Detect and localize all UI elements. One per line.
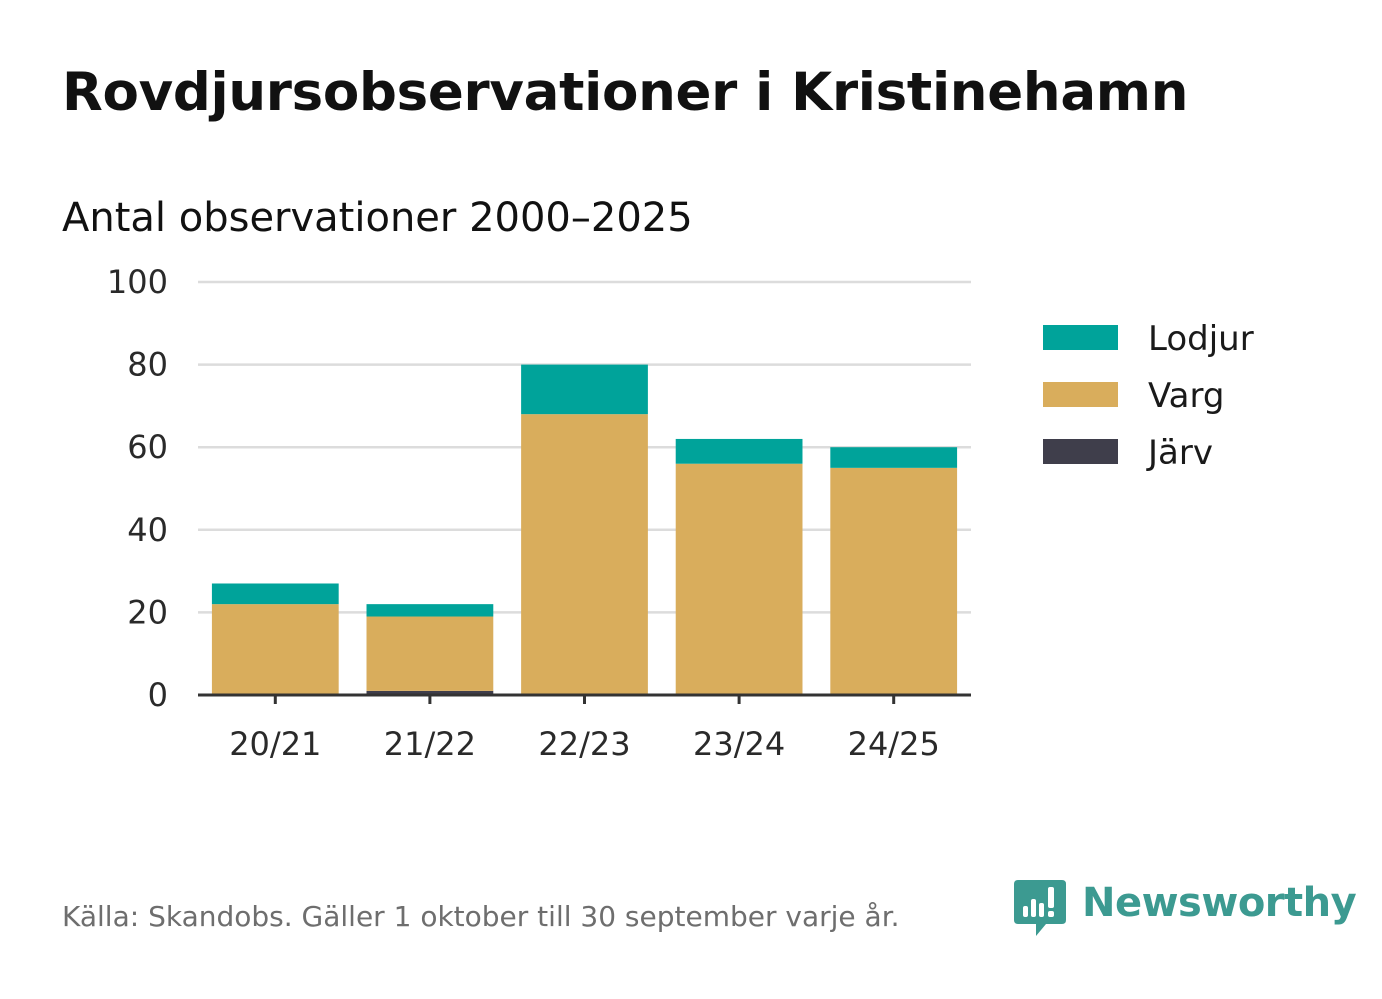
y-tick-label: 40 [127, 511, 168, 549]
bar-lodjur-22-23 [521, 364, 648, 415]
legend: Lodjur Varg Järv [1043, 319, 1254, 473]
legend-label-lodjur: Lodjur [1148, 319, 1254, 359]
legend-swatch-lodjur [1043, 325, 1118, 350]
bar-varg-23-24 [675, 463, 803, 695]
newsworthy-logo-icon [1014, 880, 1066, 936]
stacked-bar-chart: 0 20 40 60 80 100 20/21 21/22 22/23 23/24 24/25 L… [107, 263, 1254, 763]
chart-title: Rovdjursobservationer i Kristinehamn [62, 62, 1189, 123]
bar-järv-21-22 [366, 690, 494, 695]
bar-varg-21-22 [366, 616, 494, 691]
bar-lodjur-21-22 [366, 604, 494, 617]
legend-label-järv: Järv [1146, 433, 1213, 473]
x-tick-label: 20/21 [229, 725, 321, 763]
x-tick-label: 21/22 [384, 725, 476, 763]
bar-varg-22-23 [521, 414, 648, 695]
bar-varg-24-25 [830, 467, 958, 695]
source-note: Källa: Skandobs. Gäller 1 oktober till 3… [62, 900, 900, 933]
bar-varg-20-21 [211, 604, 339, 695]
chart-subtitle: Antal observationer 2000–2025 [62, 195, 693, 241]
bar-lodjur-20-21 [211, 583, 339, 605]
bar-lodjur-24-25 [830, 447, 958, 468]
bar-lodjur-23-24 [675, 438, 803, 464]
y-tick-label: 0 [148, 676, 168, 714]
x-tick-label: 23/24 [693, 725, 785, 763]
x-tick-label: 24/25 [848, 725, 940, 763]
x-tick-label: 22/23 [538, 725, 630, 763]
legend-swatch-varg [1043, 382, 1118, 407]
legend-swatch-järv [1043, 439, 1118, 464]
legend-label-varg: Varg [1148, 376, 1224, 416]
y-axis-ticks: 0 20 40 60 80 100 [107, 263, 168, 714]
newsworthy-logo-text: Newsworthy [1082, 880, 1357, 926]
bars [211, 364, 958, 695]
x-axis: 20/21 21/22 22/23 23/24 24/25 [198, 693, 971, 763]
y-tick-label: 20 [127, 593, 168, 631]
y-tick-label: 80 [127, 346, 168, 384]
y-tick-label: 60 [127, 428, 168, 466]
newsworthy-logo: Newsworthy [1010, 878, 1357, 942]
y-tick-label: 100 [107, 263, 168, 301]
